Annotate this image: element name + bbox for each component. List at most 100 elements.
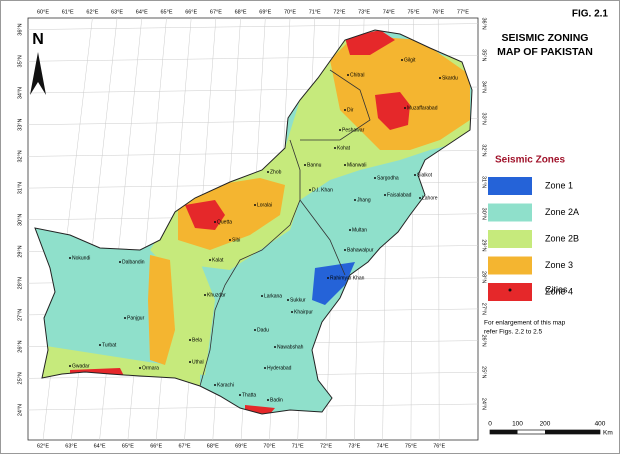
longitude-label: 71°E — [309, 9, 321, 15]
longitude-label: 63°E — [65, 443, 77, 449]
city-dot — [119, 261, 121, 263]
scale-label: 0 — [488, 421, 492, 428]
city-dot — [209, 259, 211, 261]
latitude-label: 30°N — [481, 208, 487, 220]
city-label: Ormara — [142, 365, 159, 371]
city-label: Bela — [192, 337, 202, 343]
city-label: Nokundi — [72, 255, 90, 261]
country-outline — [34, 29, 473, 415]
city-dot — [309, 189, 311, 191]
legend-swatch — [488, 230, 532, 248]
city-label: Rahimyar Khan — [330, 275, 365, 281]
legend-swatch — [488, 177, 532, 195]
latitude-label: 29°N — [481, 239, 487, 251]
city-dot — [384, 194, 386, 196]
city-label: Gwadar — [72, 363, 90, 369]
north-arrow: N — [30, 31, 46, 95]
city-dot — [401, 59, 403, 61]
legend-label: Zone 4 — [545, 286, 573, 296]
city-label: Badin — [270, 397, 283, 403]
city-label: Multan — [352, 227, 367, 233]
city-label: Dir — [347, 107, 354, 113]
longitude-label: 70°E — [284, 9, 296, 15]
longitude-label: 72°E — [333, 9, 345, 15]
latitude-label: 31°N — [481, 176, 487, 188]
note: For enlargement of this map — [484, 320, 566, 327]
city-label: Kalat — [212, 257, 224, 263]
cities: Gilgit Skardu Chitral Dir Muzaffarabad Peshaw… — [69, 57, 458, 403]
city-label: Khairpur — [294, 309, 313, 315]
city-dot — [374, 177, 376, 179]
city-dot — [349, 229, 351, 231]
latitude-label: 27°N — [17, 309, 23, 321]
latitude-label: 26°N — [481, 334, 487, 346]
city-label: Sialkot — [417, 172, 433, 178]
longitude-label: 65°E — [161, 9, 173, 15]
zone-area — [375, 92, 410, 130]
scale-segment — [545, 430, 600, 434]
city-label: Panjgur — [127, 315, 145, 321]
legend-label: Cities — [545, 284, 568, 294]
figure-label: FIG. 2.1 — [572, 9, 609, 20]
province-boundary — [299, 199, 346, 276]
latitude-label: 24°N — [17, 404, 23, 416]
longitude-label: 74°E — [377, 443, 389, 449]
latitude-label: 36°N — [481, 17, 487, 29]
city-label: Loralai — [257, 202, 272, 208]
city-dot — [304, 164, 306, 166]
city-label: Bannu — [307, 162, 322, 168]
city-dot — [239, 394, 241, 396]
city-dot — [334, 147, 336, 149]
longitude-label: 75°E — [405, 443, 417, 449]
latitude-label: 25°N — [17, 372, 23, 384]
longitude-label: 69°E — [235, 443, 247, 449]
city-label: Bahawalpur — [347, 247, 374, 253]
province-boundary — [199, 139, 301, 387]
city-label: D.I. Khan — [312, 187, 333, 193]
longitude-label: 65°E — [122, 443, 134, 449]
legend-title: Seismic Zones — [495, 155, 565, 166]
city-dot — [69, 365, 71, 367]
city-label: Kohat — [337, 145, 351, 151]
city-dot — [274, 346, 276, 348]
city-label: Gilgit — [404, 57, 416, 63]
longitude-label: 73°E — [358, 9, 370, 15]
city-dot — [124, 317, 126, 319]
city-dot — [291, 311, 293, 313]
city-dot — [414, 174, 416, 176]
city-dot — [287, 299, 289, 301]
city-label: Khuzdar — [207, 292, 226, 298]
longitude-label: 76°E — [433, 443, 445, 449]
city-label: Nawabshah — [277, 344, 304, 350]
city-dot — [267, 399, 269, 401]
latitude-label: 34°N — [481, 81, 487, 93]
legend-city-dot — [508, 288, 512, 292]
city-dot — [139, 367, 141, 369]
latitude-label: 31°N — [17, 182, 23, 194]
city-dot — [404, 107, 406, 109]
scale-label: 100 — [512, 421, 523, 428]
longitude-label: 67°E — [210, 9, 222, 15]
scale-bar: 0 100 200 400 Km — [488, 421, 613, 437]
longitude-label: 74°E — [383, 9, 395, 15]
city-dot — [229, 239, 231, 241]
city-label: Faisalabad — [387, 192, 412, 198]
longitude-label: 64°E — [136, 9, 148, 15]
city-label: Sargodha — [377, 175, 399, 181]
legend-label: Zone 2A — [545, 207, 579, 217]
longitude-label: 62°E — [37, 443, 49, 449]
latitude-label: 36°N — [17, 23, 23, 35]
longitude-label: 61°E — [62, 9, 74, 15]
city-dot — [261, 295, 263, 297]
city-label: Skardu — [442, 75, 458, 81]
map-title: MAP OF PAKISTAN — [497, 46, 593, 58]
longitude-label: 77°E — [457, 9, 469, 15]
city-dot — [214, 221, 216, 223]
legend-label: Zone 1 — [545, 180, 573, 190]
city-dot — [264, 367, 266, 369]
longitude-label: 67°E — [179, 443, 191, 449]
scale-segment — [490, 430, 518, 434]
latitude-label: 34°N — [17, 87, 23, 99]
